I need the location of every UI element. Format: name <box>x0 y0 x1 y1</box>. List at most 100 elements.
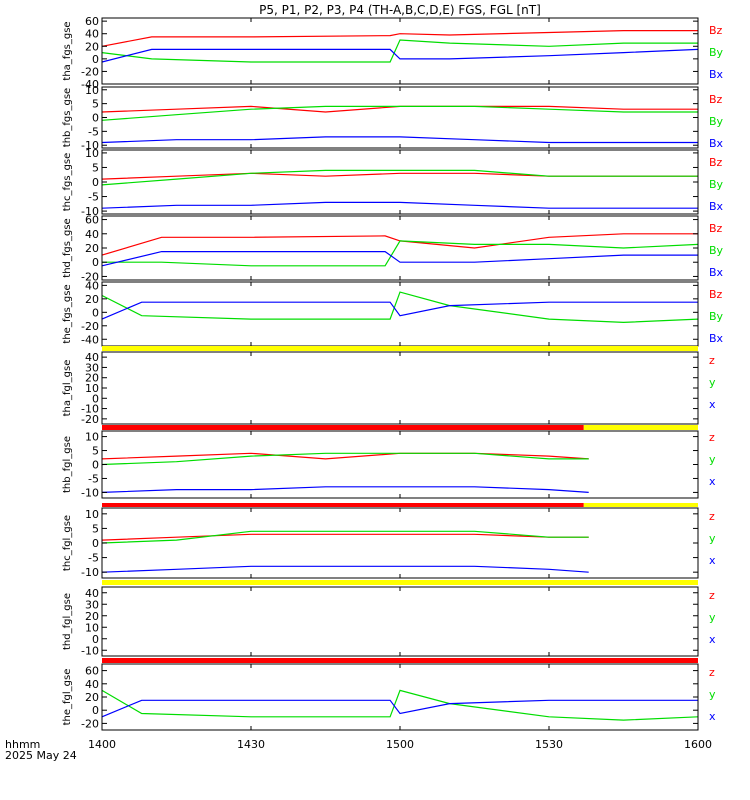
panel-frame <box>101 351 699 425</box>
legend-label: Bz <box>709 24 723 37</box>
legend-label: y <box>709 688 716 701</box>
y-tick-label: -5 <box>88 125 99 138</box>
status-bar-segment-yellow <box>583 425 698 430</box>
y-tick-label: 10 <box>85 621 99 634</box>
time-axis-corner-label: hhmm <box>5 738 40 751</box>
y-axis-label: thd_fgs_gse <box>62 218 73 277</box>
status-bar-segment-yellow <box>583 503 698 507</box>
legend-label: y <box>709 611 716 624</box>
y-tick-label: 20 <box>85 40 99 53</box>
series-line-x <box>101 486 589 493</box>
legend-label: Bz <box>709 288 723 301</box>
y-tick-label: 0 <box>92 392 99 405</box>
y-tick-label: -20 <box>81 270 99 283</box>
y-axis-label: thb_fgs_gse <box>62 88 73 147</box>
series-line-x <box>101 565 589 573</box>
y-tick-label: -5 <box>88 191 99 204</box>
series-line-by <box>102 240 699 267</box>
x-tick-label: 1430 <box>237 738 265 751</box>
panel-frame <box>101 149 699 215</box>
panel-frame <box>101 507 699 579</box>
time-axis: hhmm 2025 May 24 1400 1430 1500 1530 1600 <box>5 738 712 762</box>
legend-label: z <box>709 510 715 523</box>
legend-label: x <box>709 633 716 646</box>
legend-label: By <box>709 115 724 128</box>
legend-label: By <box>709 46 724 59</box>
legend-label: Bz <box>709 222 723 235</box>
y-axis-label: tha_fgl_gse <box>62 360 73 417</box>
panel-frame <box>101 215 699 281</box>
y-tick-label: 60 <box>85 214 99 227</box>
legend-label: By <box>709 178 724 191</box>
y-tick-label: -20 <box>81 320 99 333</box>
legend-label: Bz <box>709 93 723 106</box>
legend-label: z <box>709 354 715 367</box>
status-bars-group <box>102 346 698 663</box>
series-line-bx <box>101 48 699 63</box>
series-line-bx <box>101 251 698 267</box>
legend-label: By <box>709 244 724 257</box>
legend-label: Bx <box>709 200 724 213</box>
panel-frame <box>101 663 699 731</box>
y-axis-label: the_fgl_gse <box>62 669 73 726</box>
y-tick-label: 0 <box>92 176 99 189</box>
panel-frame <box>101 17 699 85</box>
panel-frame <box>101 86 699 149</box>
y-tick-label: 0 <box>92 459 99 472</box>
y-tick-label: -10 <box>81 486 99 499</box>
y-tick-label: 5 <box>92 445 99 458</box>
series-line-by <box>101 169 698 186</box>
y-tick-label: 10 <box>85 147 99 160</box>
panel-frame <box>101 586 699 657</box>
panel-frame <box>101 430 699 499</box>
legend-label: x <box>709 554 716 567</box>
series-line-bz <box>101 30 698 47</box>
status-bar-segment-red <box>102 503 584 507</box>
y-tick-label: 0 <box>92 112 99 125</box>
legend-label: Bx <box>709 332 724 345</box>
x-tick-label: 1400 <box>88 738 116 751</box>
y-tick-label: 30 <box>85 361 99 374</box>
y-tick-label: 60 <box>85 15 99 28</box>
series-line-by <box>101 39 698 63</box>
y-tick-label: 20 <box>85 610 99 623</box>
series-line-by <box>101 291 699 324</box>
panel-thc-fgs-gse: 105 0 -5-10 thc_fgs_gse Bz By Bx <box>62 147 724 218</box>
y-axis-label: tha_fgs_gse <box>62 21 73 80</box>
y-tick-label: -5 <box>88 552 99 565</box>
series-line-z <box>101 452 589 460</box>
y-axis-label: thd_fgl_gse <box>62 593 73 650</box>
y-tick-label: 10 <box>85 431 99 444</box>
y-tick-label: -5 <box>88 472 99 485</box>
x-tick-label: 1500 <box>386 738 414 751</box>
y-tick-label: 10 <box>85 382 99 395</box>
y-axis-label: thc_fgl_gse <box>62 515 73 571</box>
y-tick-label: -10 <box>81 403 99 416</box>
legend-label: z <box>709 431 715 444</box>
status-bar-segment-yellow <box>102 346 698 351</box>
y-tick-label: -40 <box>81 333 99 346</box>
legend-label: Bx <box>709 266 724 279</box>
y-tick-label: -40 <box>81 78 99 91</box>
legend-label: By <box>709 310 724 323</box>
series-line-bx <box>101 136 698 144</box>
series-line-y <box>101 530 589 544</box>
status-bar-segment-red <box>102 658 698 663</box>
legend-label: Bx <box>709 68 724 81</box>
y-tick-label: 5 <box>92 522 99 535</box>
y-tick-label: -20 <box>81 413 99 426</box>
legend-label: y <box>709 532 716 545</box>
y-tick-label: 40 <box>85 228 99 241</box>
y-axis-label: thc_fgs_gse <box>62 153 73 212</box>
y-tick-label: 40 <box>85 351 99 364</box>
legend-label: y <box>709 376 716 389</box>
y-tick-label: 40 <box>85 587 99 600</box>
